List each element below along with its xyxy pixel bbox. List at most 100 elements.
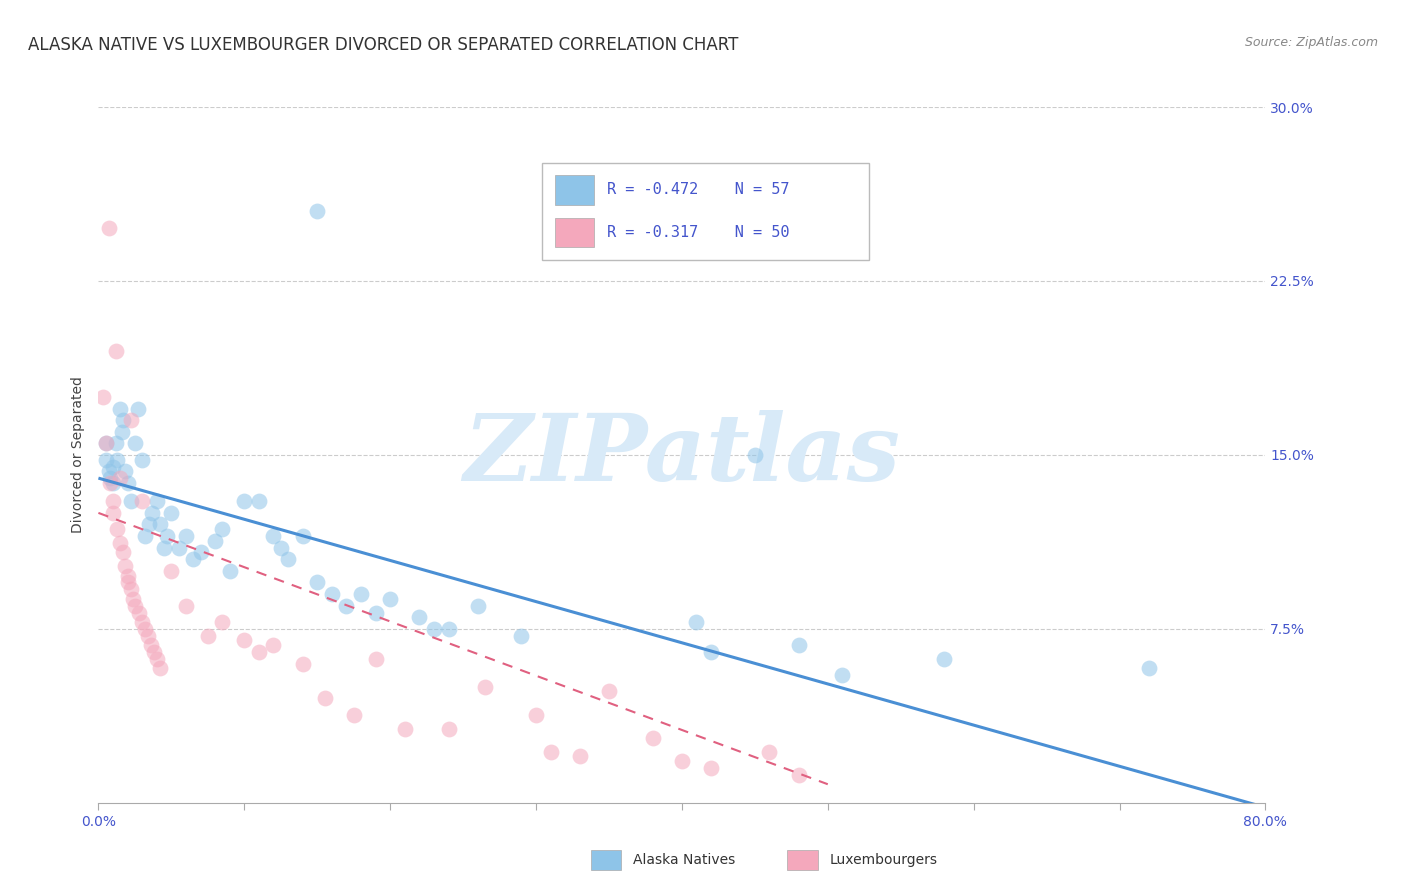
Point	[141, 506, 163, 520]
Point	[233, 494, 256, 508]
Point	[105, 522, 128, 536]
Point	[437, 722, 460, 736]
Point	[934, 652, 956, 666]
Point	[211, 615, 233, 629]
Text: ALASKA NATIVE VS LUXEMBOURGER DIVORCED OR SEPARATED CORRELATION CHART: ALASKA NATIVE VS LUXEMBOURGER DIVORCED O…	[28, 36, 738, 54]
Point	[111, 425, 134, 439]
Point	[104, 343, 127, 358]
Point	[641, 731, 664, 745]
Point	[131, 452, 153, 467]
Point	[112, 413, 135, 427]
Point	[291, 529, 314, 543]
Point	[335, 599, 357, 613]
Point	[124, 436, 146, 450]
Point	[160, 506, 183, 520]
Point	[568, 749, 591, 764]
Point	[98, 471, 121, 485]
Point	[190, 545, 212, 559]
Point	[117, 575, 139, 590]
Point	[149, 517, 172, 532]
Point	[110, 471, 132, 485]
Point	[91, 390, 114, 404]
Point	[114, 464, 136, 478]
Point	[307, 204, 329, 219]
Point	[146, 652, 169, 666]
Point	[101, 494, 124, 508]
Point	[291, 657, 314, 671]
Point	[117, 475, 139, 490]
Point	[758, 745, 780, 759]
Point	[314, 691, 336, 706]
Text: Luxembourgers: Luxembourgers	[830, 853, 938, 867]
Point	[160, 564, 183, 578]
Point	[343, 707, 366, 722]
Point	[540, 745, 562, 759]
Point	[110, 536, 132, 550]
Point	[181, 552, 204, 566]
Point	[831, 668, 853, 682]
Point	[380, 591, 402, 606]
Point	[124, 599, 146, 613]
Point	[94, 436, 117, 450]
Point	[114, 559, 136, 574]
Point	[136, 629, 159, 643]
Point	[510, 629, 533, 643]
Point	[105, 452, 128, 467]
Point	[262, 529, 284, 543]
Point	[408, 610, 430, 624]
Point	[787, 638, 810, 652]
Point	[700, 761, 723, 775]
Point	[122, 591, 145, 606]
Point	[233, 633, 256, 648]
Point	[98, 475, 121, 490]
Point	[700, 645, 723, 659]
Point	[127, 401, 149, 416]
Point	[156, 529, 179, 543]
Point	[211, 522, 233, 536]
Point	[101, 459, 124, 474]
Point	[787, 768, 810, 782]
Point	[321, 587, 343, 601]
Point	[146, 494, 169, 508]
Point	[247, 494, 270, 508]
Point	[364, 652, 387, 666]
Point	[262, 638, 284, 652]
Point	[134, 622, 156, 636]
Point	[218, 564, 240, 578]
Text: R = -0.472    N = 57: R = -0.472 N = 57	[607, 183, 790, 197]
Point	[474, 680, 496, 694]
Point	[131, 615, 153, 629]
Point	[104, 436, 127, 450]
Point	[1137, 661, 1160, 675]
Point	[423, 622, 446, 636]
Point	[197, 629, 219, 643]
Point	[112, 545, 135, 559]
Point	[149, 661, 172, 675]
Point	[128, 606, 150, 620]
Point	[97, 220, 120, 235]
Point	[94, 436, 117, 450]
Point	[364, 606, 387, 620]
Text: Alaska Natives: Alaska Natives	[633, 853, 735, 867]
Point	[598, 684, 620, 698]
Text: ZIPatlas: ZIPatlas	[464, 410, 900, 500]
Point	[350, 587, 373, 601]
Point	[167, 541, 190, 555]
Point	[97, 464, 120, 478]
Point	[744, 448, 766, 462]
Point	[101, 475, 124, 490]
Point	[134, 529, 156, 543]
Point	[247, 645, 270, 659]
Point	[94, 452, 117, 467]
Point	[307, 575, 329, 590]
Point	[270, 541, 292, 555]
Point	[394, 722, 416, 736]
Point	[117, 568, 139, 582]
Point	[437, 622, 460, 636]
Point	[120, 582, 142, 597]
Y-axis label: Divorced or Separated: Divorced or Separated	[72, 376, 86, 533]
Point	[138, 517, 160, 532]
Point	[671, 754, 693, 768]
Point	[131, 494, 153, 508]
Text: Source: ZipAtlas.com: Source: ZipAtlas.com	[1244, 36, 1378, 49]
